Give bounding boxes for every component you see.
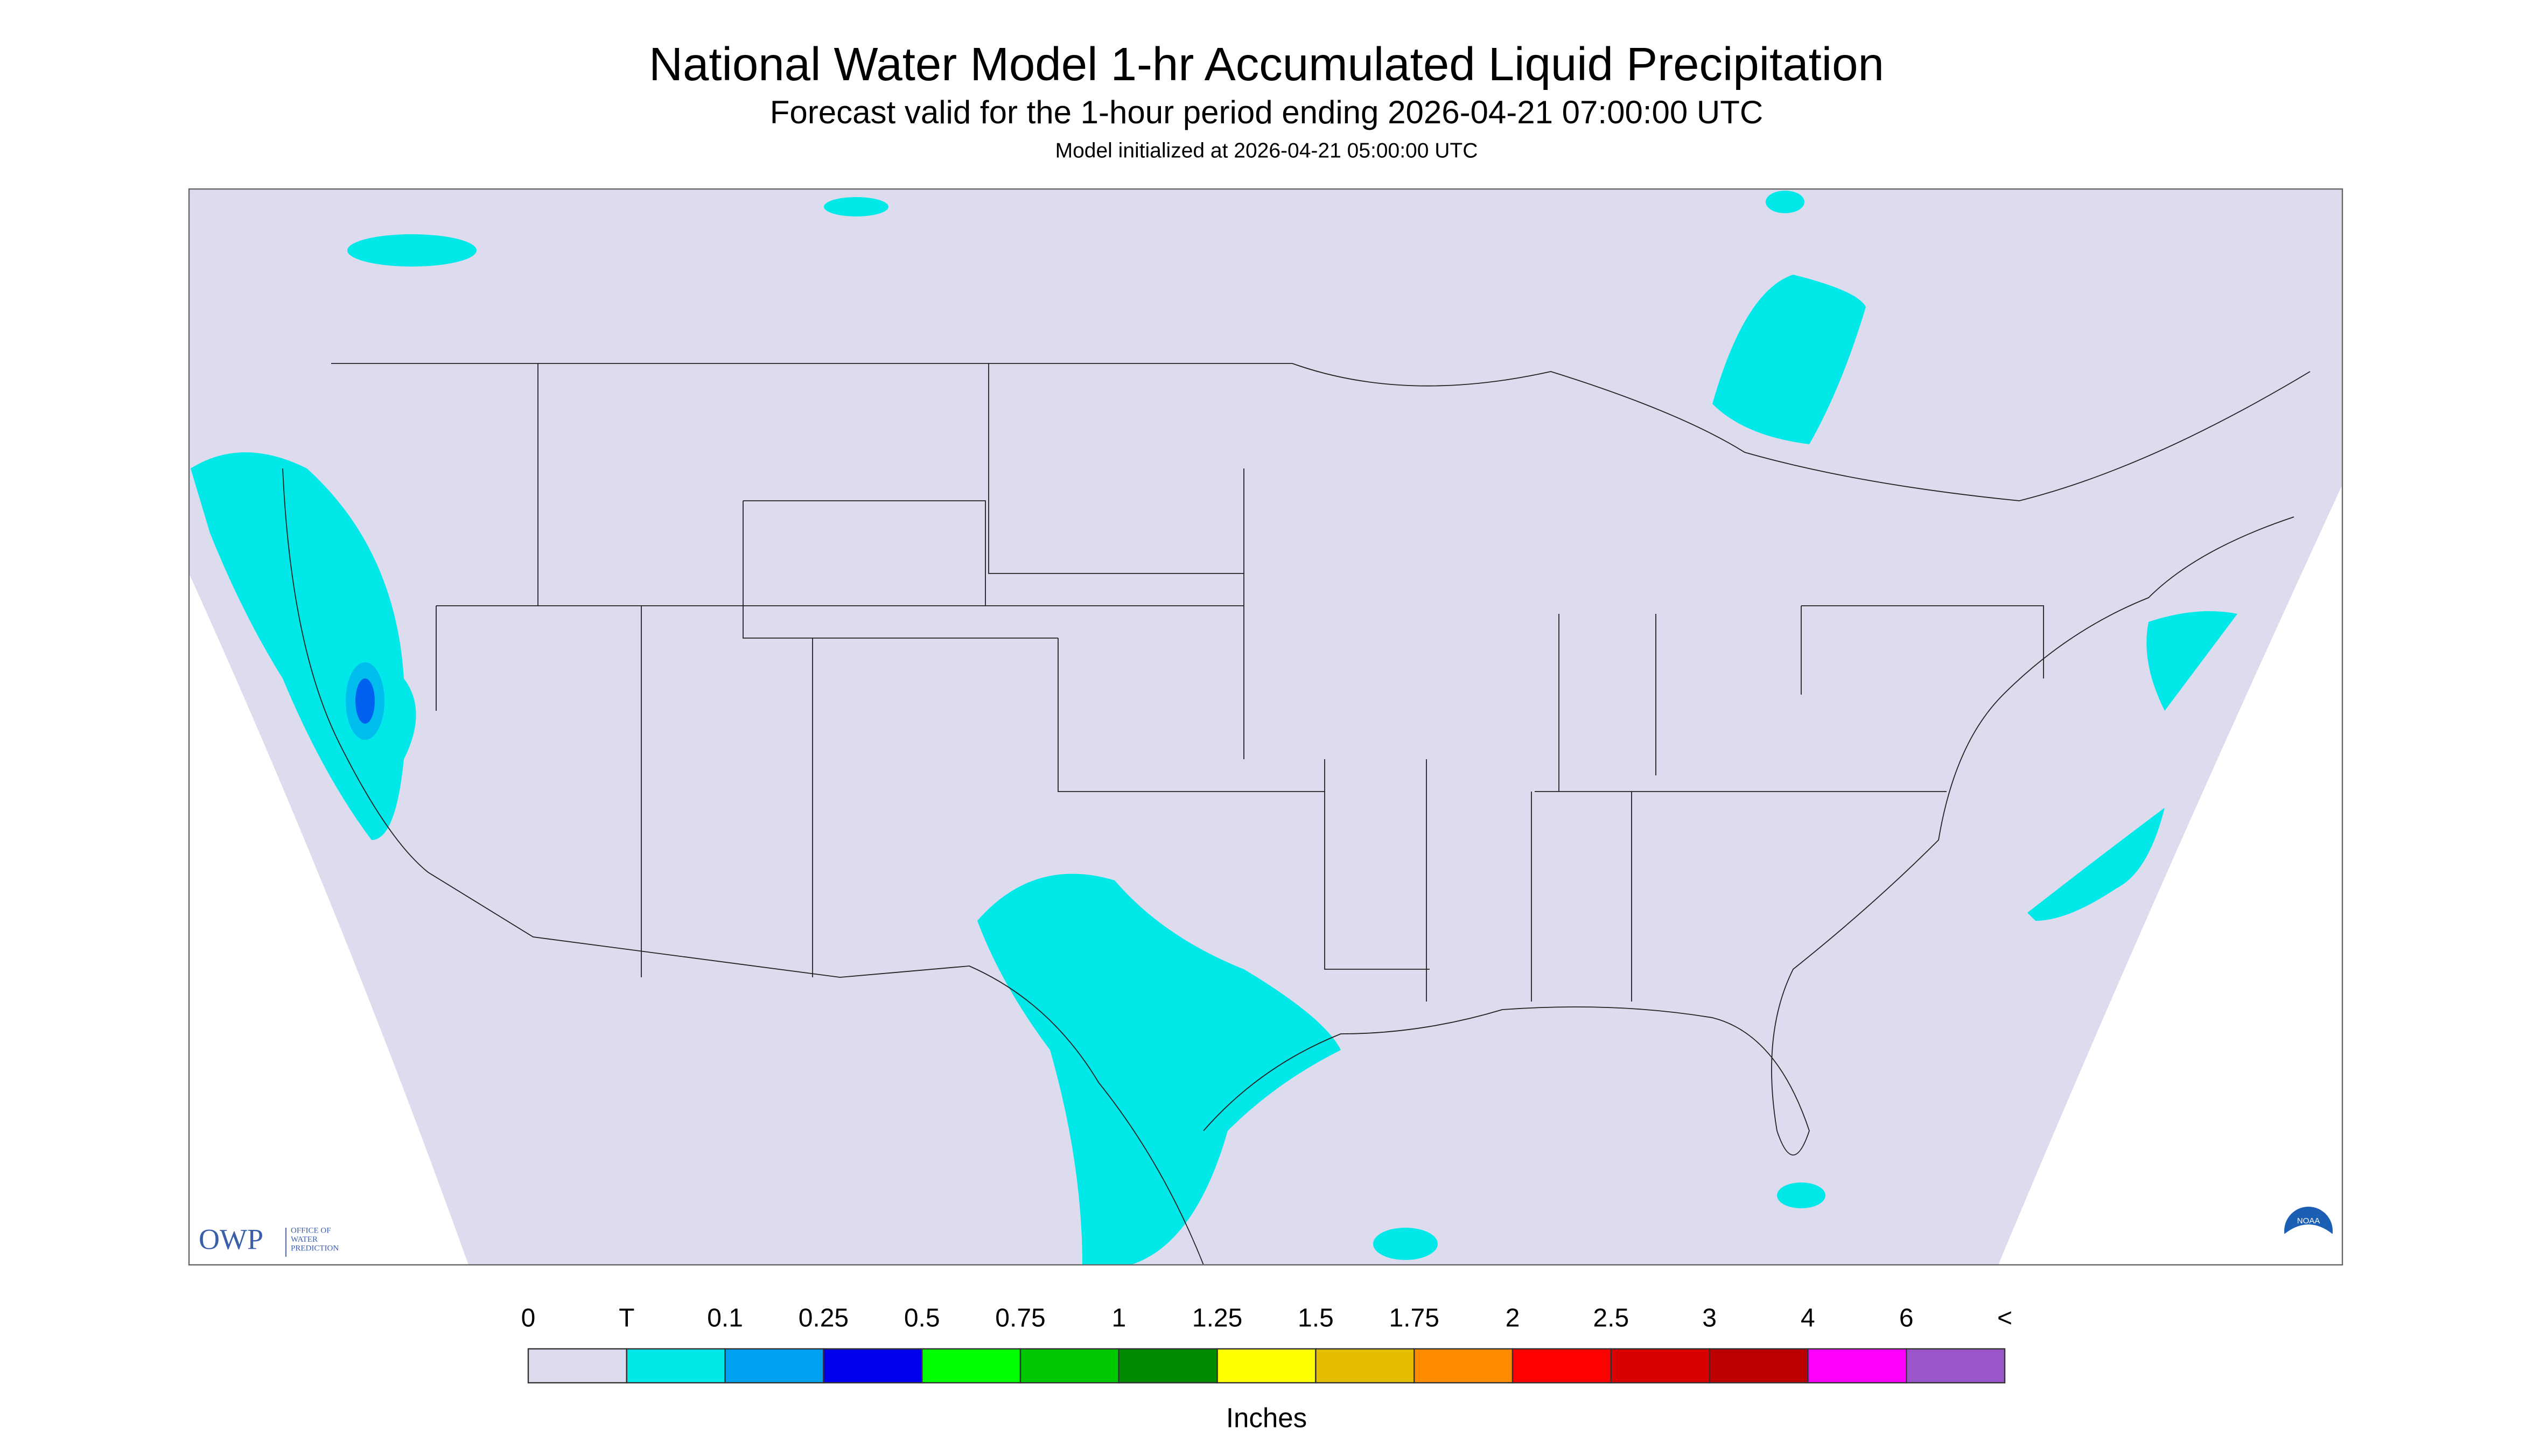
legend-label: 1.5 [1298,1304,1334,1333]
precip-area [2146,611,2237,711]
noaa-badge-wave [2284,1224,2333,1259]
precip-area [1777,1182,1825,1209]
logo-line: PREDICTION [291,1244,339,1252]
legend-swatch [921,1348,1021,1384]
legend-swatch [1709,1348,1809,1384]
logo-line: OFFICE OF [291,1226,331,1235]
legend-label: 4 [1801,1304,1815,1333]
legend-label: 0.25 [799,1304,849,1333]
outside-domain [1998,485,2342,1265]
legend-swatch [1610,1348,1710,1384]
precip-area [346,662,384,740]
legend-label: 0.5 [904,1304,940,1333]
coastline [1203,516,2294,1156]
legend-swatch [724,1348,824,1384]
legend-label: 2.5 [1593,1304,1629,1333]
legend-unit: Inches [1226,1402,1307,1433]
logo-abbr: OWP [199,1223,263,1255]
legend-label: 1.75 [1389,1304,1439,1333]
legend: 0 T 0.1 0.25 0.5 0.75 1 1.25 1.5 1.75 2 2.5 3 4 6 < [521,1304,2012,1384]
legend-swatch [527,1348,628,1384]
subtitle: Forecast valid for the 1-hour period end… [770,94,1763,130]
legend-swatch [1019,1348,1120,1384]
legend-swatch [1118,1348,1218,1384]
precip-area [1766,191,1804,214]
legend-label: 6 [1899,1304,1914,1333]
legend-swatch [1315,1348,1415,1384]
precip-area [824,197,888,217]
legend-swatch [1216,1348,1317,1384]
legend-swatch [1512,1348,1612,1384]
map-background [189,189,2342,1265]
precip-area [2027,808,2165,921]
border [331,363,2311,501]
title: National Water Model 1-hr Accumulated Li… [649,38,1884,90]
logo-line: WATER [291,1235,318,1244]
legend-label: 1 [1111,1304,1126,1333]
legend-swatch [1414,1348,1514,1384]
state-lines [436,363,2044,1002]
noaa-label: NOAA [2297,1216,2320,1226]
legend-label: 0.1 [707,1304,743,1333]
outside-domain [189,573,468,1265]
legend-swatch [1807,1348,1907,1384]
legend-swatch [626,1348,726,1384]
legend-swatch [1905,1348,2006,1384]
legend-label: 3 [1702,1304,1717,1333]
precip-area [1373,1228,1438,1261]
border [282,468,1204,1265]
legend-label: 0.75 [995,1304,1045,1333]
precip-area [1712,275,1866,445]
legend-label: 2 [1506,1304,1520,1333]
init-time: Model initialized at 2026-04-21 05:00:00… [1055,139,1478,162]
precip-area [977,873,1341,1265]
legend-label: 0 [521,1304,536,1333]
legend-label: T [619,1304,634,1333]
precip-area [191,452,416,841]
precip-area [347,234,477,267]
legend-label: 1.25 [1192,1304,1242,1333]
map-frame [188,188,2343,1266]
legend-swatch [823,1348,923,1384]
legend-label: < [1997,1304,2012,1333]
